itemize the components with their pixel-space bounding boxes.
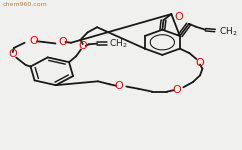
Text: O: O — [8, 49, 17, 59]
Text: O: O — [174, 12, 183, 22]
Text: CH$_2$: CH$_2$ — [219, 26, 237, 38]
Text: O: O — [78, 41, 87, 51]
Text: O: O — [115, 81, 124, 91]
Text: O: O — [58, 37, 67, 47]
Text: chem960.com: chem960.com — [3, 2, 48, 7]
Text: O: O — [30, 36, 38, 46]
Text: CH$_2$: CH$_2$ — [109, 37, 128, 50]
Text: O: O — [172, 85, 181, 95]
Text: O: O — [196, 58, 204, 68]
